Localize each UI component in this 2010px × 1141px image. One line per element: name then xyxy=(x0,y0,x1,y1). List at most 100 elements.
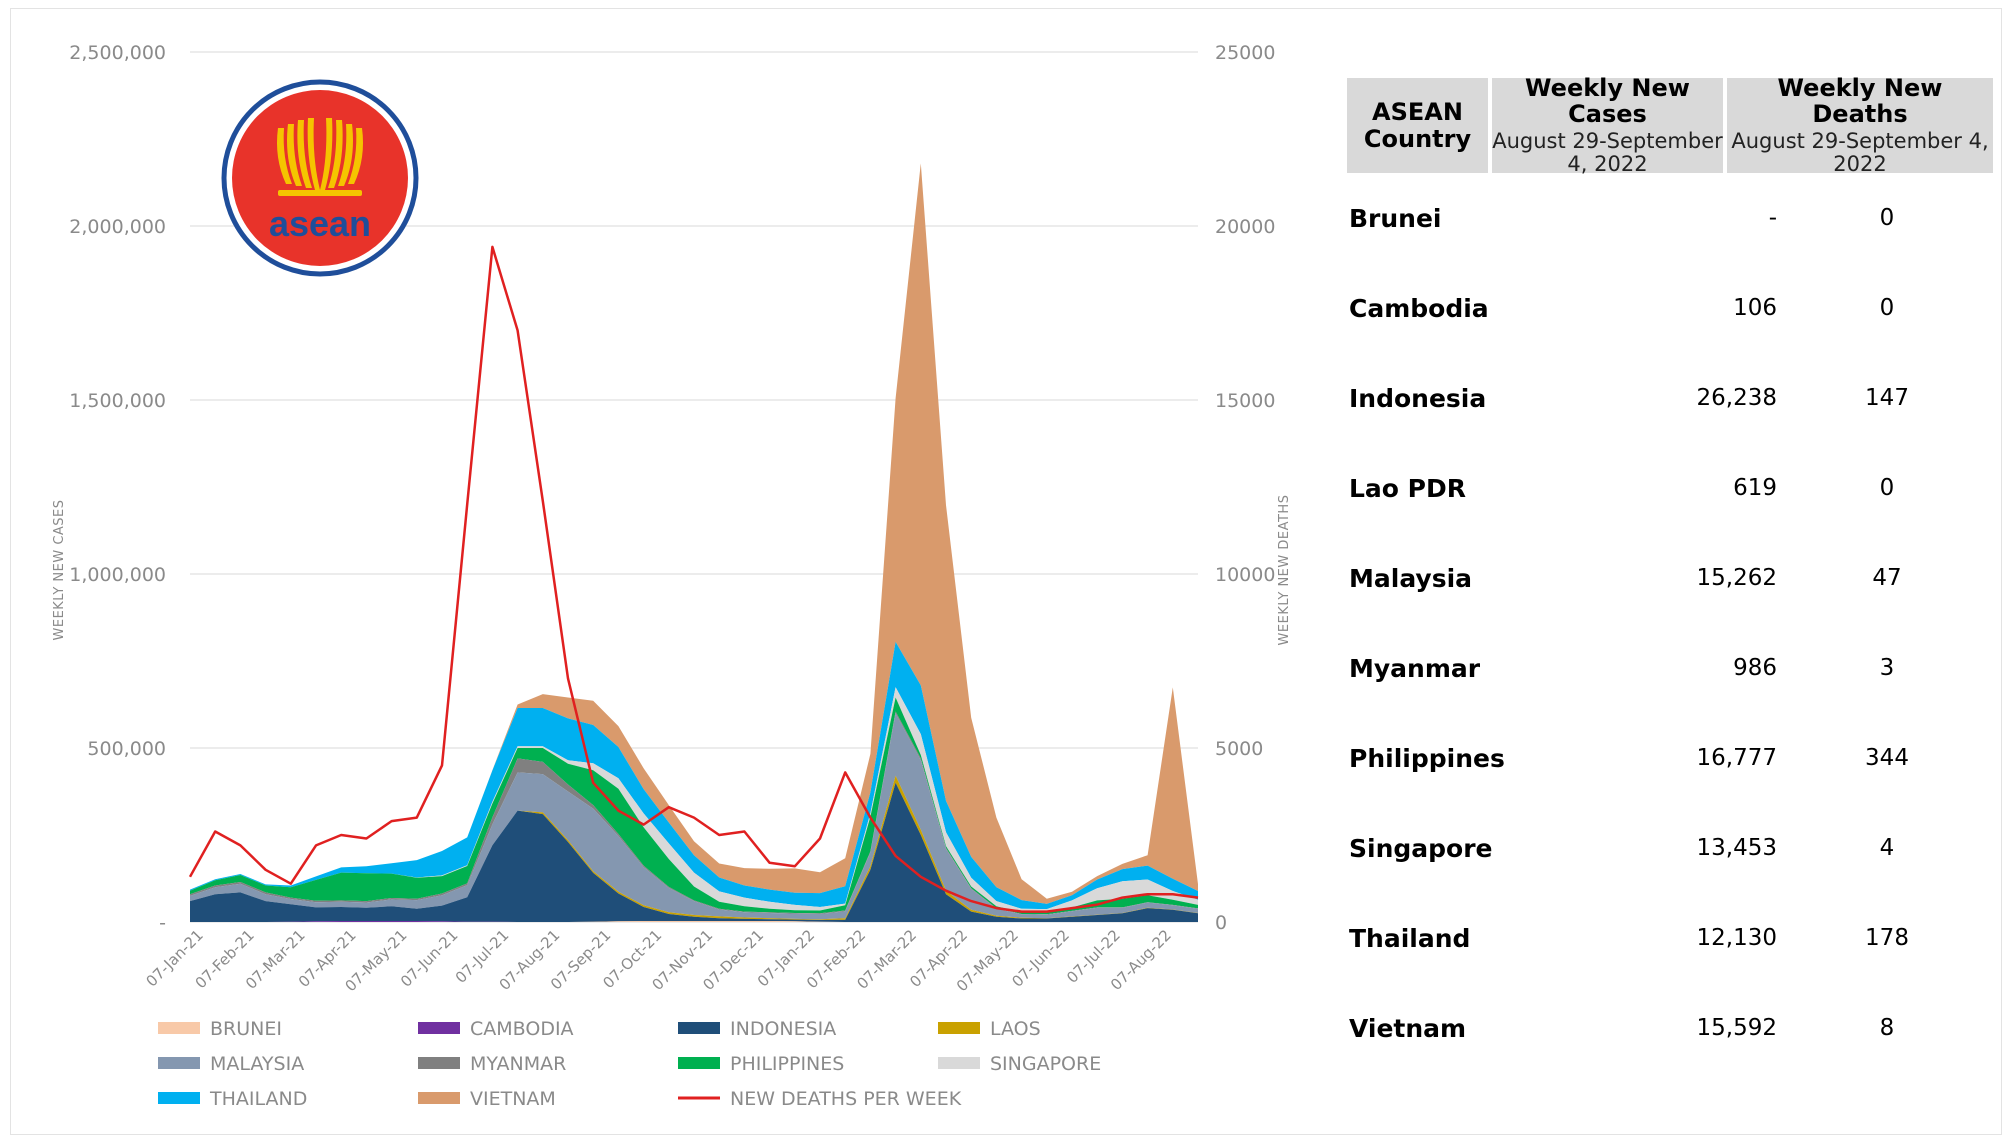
deaths-cell: 0 xyxy=(1879,205,1895,231)
logo-text: asean xyxy=(269,203,371,244)
cases-cell: 106 xyxy=(1733,295,1777,321)
deaths-cell: 4 xyxy=(1879,835,1895,861)
figure-frame xyxy=(10,8,2002,1135)
legend-swatch xyxy=(158,1092,200,1104)
area-singapore xyxy=(190,687,1198,913)
deaths-cell: 0 xyxy=(1879,475,1895,501)
table-row: Thailand 12,130 178 xyxy=(1347,893,1993,983)
legend: BRUNEI CAMBODIA INDONESIA LAOS MALAYSIA MYANM… xyxy=(158,1018,1101,1110)
right-tick-label: 5000 xyxy=(1215,738,1263,760)
left-tick-label: 2,500,000 xyxy=(69,42,166,64)
header-cases: Weekly New Cases August 29-September 4, … xyxy=(1492,74,1723,176)
deaths-cell: 147 xyxy=(1865,385,1909,411)
country-cell: Philippines xyxy=(1349,743,1505,773)
table-row: Philippines 16,777 344 xyxy=(1347,713,1993,803)
country-cell: Cambodia xyxy=(1349,293,1489,323)
table-row: Myanmar 986 3 xyxy=(1347,623,1993,713)
asean-logo: asean xyxy=(221,79,419,277)
deaths-line xyxy=(188,245,1199,913)
deaths-cell: 344 xyxy=(1865,745,1909,771)
cases-cell: - xyxy=(1768,205,1777,231)
table-row: Singapore 13,453 4 xyxy=(1347,803,1993,893)
country-cell: Indonesia xyxy=(1349,383,1487,413)
legend-label: INDONESIA xyxy=(730,1018,836,1040)
legend-swatch xyxy=(158,1022,200,1034)
legend-label: BRUNEI xyxy=(210,1018,282,1040)
right-tick-label: 10000 xyxy=(1215,564,1275,586)
table-row: Vietnam 15,592 8 xyxy=(1347,983,1993,1073)
country-cell: Vietnam xyxy=(1349,1013,1467,1043)
table-header: ASEAN Country Weekly New Cases August 29… xyxy=(1347,74,1993,176)
legend-label: SINGAPORE xyxy=(990,1053,1101,1075)
country-cell: Malaysia xyxy=(1349,563,1473,593)
cases-cell: 26,238 xyxy=(1696,385,1777,411)
line-new-deaths-per-week xyxy=(188,245,1199,913)
area-brunei xyxy=(190,921,1198,922)
header-country: ASEAN Country xyxy=(1347,78,1488,173)
left-tick-label: 500,000 xyxy=(87,738,166,760)
deaths-cell: 47 xyxy=(1872,565,1902,591)
cases-cell: 986 xyxy=(1733,655,1777,681)
area-vietnam xyxy=(190,163,1198,904)
table-body: Brunei - 0 Cambodia 106 0 Indonesia 26,238 147… xyxy=(1347,173,1993,1073)
right-tick-label: 15000 xyxy=(1215,390,1275,412)
header-deaths-title: Weekly New Deaths xyxy=(1777,74,1943,129)
right-tick-label: 0 xyxy=(1215,912,1227,934)
header-deaths: Weekly New Deaths August 29-September 4,… xyxy=(1727,74,1993,176)
table-row: Brunei - 0 xyxy=(1347,173,1993,263)
right-axis-title: WEEKLY NEW DEATHS xyxy=(1277,495,1292,646)
area-philippines xyxy=(190,697,1198,915)
legend-label: MALAYSIA xyxy=(210,1053,304,1075)
left-tick-label: 1,000,000 xyxy=(69,564,166,586)
legend-swatch xyxy=(938,1022,980,1034)
table-row: Cambodia 106 0 xyxy=(1347,263,1993,353)
area-malaysia xyxy=(190,713,1198,920)
chart: 2,500,000 2,000,000 1,500,000 1,000,000 500,… xyxy=(52,42,1292,1110)
legend-label: NEW DEATHS PER WEEK xyxy=(730,1088,962,1110)
cases-cell: 15,262 xyxy=(1696,565,1777,591)
right-tick-label: 25000 xyxy=(1215,42,1275,64)
country-cell: Brunei xyxy=(1349,203,1442,233)
legend-swatch xyxy=(678,1022,720,1034)
legend-label: MYANMAR xyxy=(470,1053,566,1075)
country-cell: Myanmar xyxy=(1349,653,1481,683)
country-cell: Thailand xyxy=(1349,923,1471,953)
left-tick-label: 1,500,000 xyxy=(69,390,166,412)
area-indonesia xyxy=(190,782,1198,922)
legend-swatch xyxy=(418,1092,460,1104)
legend-label: PHILIPPINES xyxy=(730,1053,844,1075)
table-row: Malaysia 15,262 47 xyxy=(1347,533,1993,623)
legend-swatch xyxy=(158,1057,200,1069)
header-deaths-date: August 29-September 4, 2022 xyxy=(1731,128,1989,176)
legend-swatch xyxy=(418,1057,460,1069)
deaths-cell: 0 xyxy=(1879,295,1895,321)
country-cell: Lao PDR xyxy=(1349,473,1467,503)
area-thailand xyxy=(190,641,1198,910)
legend-label: CAMBODIA xyxy=(470,1018,574,1040)
legend-label: THAILAND xyxy=(209,1088,307,1110)
cases-cell: 619 xyxy=(1733,475,1777,501)
stacked-areas xyxy=(190,163,1198,922)
legend-swatch xyxy=(678,1057,720,1069)
header-cases-date: August 29-September 4, 2022 xyxy=(1492,128,1723,176)
header-cases-title: Weekly New Cases xyxy=(1525,74,1690,129)
table-row: Indonesia 26,238 147 xyxy=(1347,353,1993,443)
cases-cell: 13,453 xyxy=(1696,835,1777,861)
legend-swatch xyxy=(938,1057,980,1069)
deaths-cell: 178 xyxy=(1865,925,1909,951)
header-country-title: ASEAN Country xyxy=(1363,98,1472,153)
area-cambodia xyxy=(190,921,1198,922)
left-tick-label: - xyxy=(159,912,166,934)
left-axis-title: WEEKLY NEW CASES xyxy=(52,499,67,640)
cases-cell: 15,592 xyxy=(1696,1015,1777,1041)
legend-label: VIETNAM xyxy=(470,1088,556,1110)
country-cell: Singapore xyxy=(1349,833,1493,863)
asean-weekly-table: ASEAN Country Weekly New Cases August 29… xyxy=(1347,74,1993,1073)
deaths-cell: 8 xyxy=(1879,1015,1895,1041)
deaths-cell: 3 xyxy=(1879,655,1895,681)
cases-cell: 12,130 xyxy=(1696,925,1777,951)
right-tick-label: 20000 xyxy=(1215,216,1275,238)
cases-cell: 16,777 xyxy=(1696,745,1777,771)
left-tick-label: 2,000,000 xyxy=(69,216,166,238)
table-row: Lao PDR 619 0 xyxy=(1347,443,1993,533)
